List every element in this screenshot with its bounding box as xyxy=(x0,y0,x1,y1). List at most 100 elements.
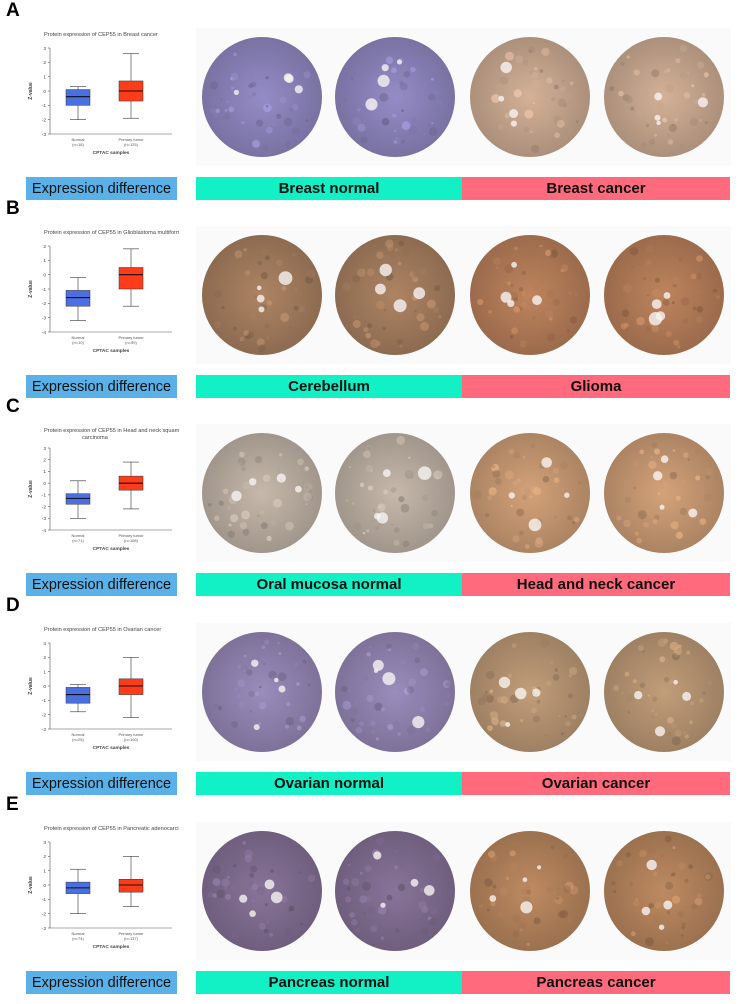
panel-letter: B xyxy=(6,198,20,219)
tissue-texture xyxy=(408,125,418,135)
tissue-texture xyxy=(261,645,266,649)
tissue-texture xyxy=(493,257,501,266)
tissue-texture xyxy=(557,859,563,866)
tissue-texture xyxy=(487,495,492,501)
tissue-texture xyxy=(690,701,695,706)
cancer-tissue-core-1 xyxy=(470,632,590,752)
tissue-texture xyxy=(693,98,700,105)
tissue-texture xyxy=(663,481,669,487)
tissue-texture xyxy=(499,887,509,896)
tissue-texture xyxy=(678,257,683,262)
tissue-texture xyxy=(540,638,550,648)
tissue-lumen xyxy=(249,478,257,486)
tissue-texture xyxy=(485,513,490,518)
tissue-lumen xyxy=(365,98,378,111)
tissue-texture xyxy=(228,523,232,527)
tissue-texture xyxy=(430,77,434,81)
tissue-texture xyxy=(257,514,260,517)
tissue-texture xyxy=(278,652,282,655)
y-axis-label: Z-value xyxy=(28,82,34,100)
tissue-lumen xyxy=(655,311,666,321)
tissue-texture xyxy=(370,925,378,933)
tissue-texture xyxy=(511,311,520,321)
box-plot: Protein expression of CEP55 in Breast ca… xyxy=(26,28,179,166)
tissue-texture xyxy=(517,478,521,483)
tissue-texture xyxy=(705,475,710,480)
tissue-core xyxy=(604,37,724,157)
tissue-texture xyxy=(258,701,267,710)
tissue-texture xyxy=(633,69,640,76)
tissue-texture xyxy=(224,893,231,900)
tissue-texture xyxy=(531,707,537,714)
tissue-texture xyxy=(371,730,376,735)
tissue-texture xyxy=(571,714,577,720)
tissue-lumen xyxy=(646,859,657,871)
tissue-texture xyxy=(504,264,514,274)
tissue-texture xyxy=(681,925,685,930)
tissue-texture xyxy=(286,702,291,707)
tissue-texture xyxy=(212,865,221,874)
expression-difference-label: Expression difference xyxy=(26,573,177,596)
tissue-texture xyxy=(706,506,710,510)
tissue-lumen xyxy=(256,294,265,303)
tissue-texture xyxy=(266,300,272,306)
tissue-texture xyxy=(523,488,531,496)
tissue-texture xyxy=(553,477,560,483)
normal-tissue-core-2 xyxy=(335,632,455,752)
tissue-texture xyxy=(681,934,684,937)
tissue-texture xyxy=(500,76,509,85)
tissue-texture xyxy=(505,51,514,61)
chart-title: Protein expression of CEP55 in Ovarian c… xyxy=(44,627,161,633)
tissue-texture xyxy=(679,143,684,149)
tissue-texture xyxy=(412,642,420,650)
tissue-texture xyxy=(375,525,380,531)
tissue-core xyxy=(604,433,724,553)
tissue-texture xyxy=(630,106,635,111)
tissue-texture xyxy=(267,261,271,265)
tissue-texture xyxy=(412,276,419,283)
tissue-texture xyxy=(643,521,649,528)
tissue-texture xyxy=(507,673,513,678)
tissue-texture xyxy=(376,300,385,310)
tissue-texture xyxy=(535,932,541,938)
tissue-core xyxy=(335,235,455,355)
tissue-texture xyxy=(563,853,569,859)
tissue-texture xyxy=(219,524,225,529)
tissue-core xyxy=(335,433,455,553)
tissue-texture xyxy=(525,544,530,549)
tissue-texture xyxy=(544,116,549,122)
group-label: Primary tumor xyxy=(118,533,144,538)
tissue-texture xyxy=(432,306,440,313)
tissue-texture xyxy=(534,539,544,548)
tissue-texture xyxy=(546,77,553,84)
tissue-texture xyxy=(693,882,701,890)
tissue-texture xyxy=(254,456,263,464)
tissue-texture xyxy=(554,668,558,672)
tissue-texture xyxy=(397,883,406,892)
expression-difference-label: Expression difference xyxy=(26,971,177,994)
tissue-texture xyxy=(645,123,650,128)
tissue-texture xyxy=(236,693,241,698)
y-tick-label: 3 xyxy=(43,46,46,52)
y-tick-label: 3 xyxy=(43,641,46,647)
tissue-texture xyxy=(498,124,504,130)
ihc-images-svg xyxy=(202,235,724,355)
tissue-texture xyxy=(416,313,425,322)
tissue-texture xyxy=(273,498,283,508)
tissue-core xyxy=(335,632,455,752)
box-normal xyxy=(65,89,91,106)
group-label: Primary tumor xyxy=(118,335,144,340)
tissue-texture xyxy=(270,519,277,525)
tissue-texture xyxy=(355,727,363,734)
tissue-texture xyxy=(402,540,410,548)
tissue-texture xyxy=(504,280,507,283)
tissue-lumen xyxy=(658,924,665,930)
tissue-texture xyxy=(263,145,269,151)
ihc-images xyxy=(196,822,731,960)
tissue-texture xyxy=(374,507,380,514)
tissue-texture xyxy=(404,469,414,479)
y-tick-label: 2 xyxy=(43,60,46,66)
tissue-texture xyxy=(527,695,531,699)
tissue-texture xyxy=(270,869,274,873)
tissue-texture xyxy=(434,91,438,95)
